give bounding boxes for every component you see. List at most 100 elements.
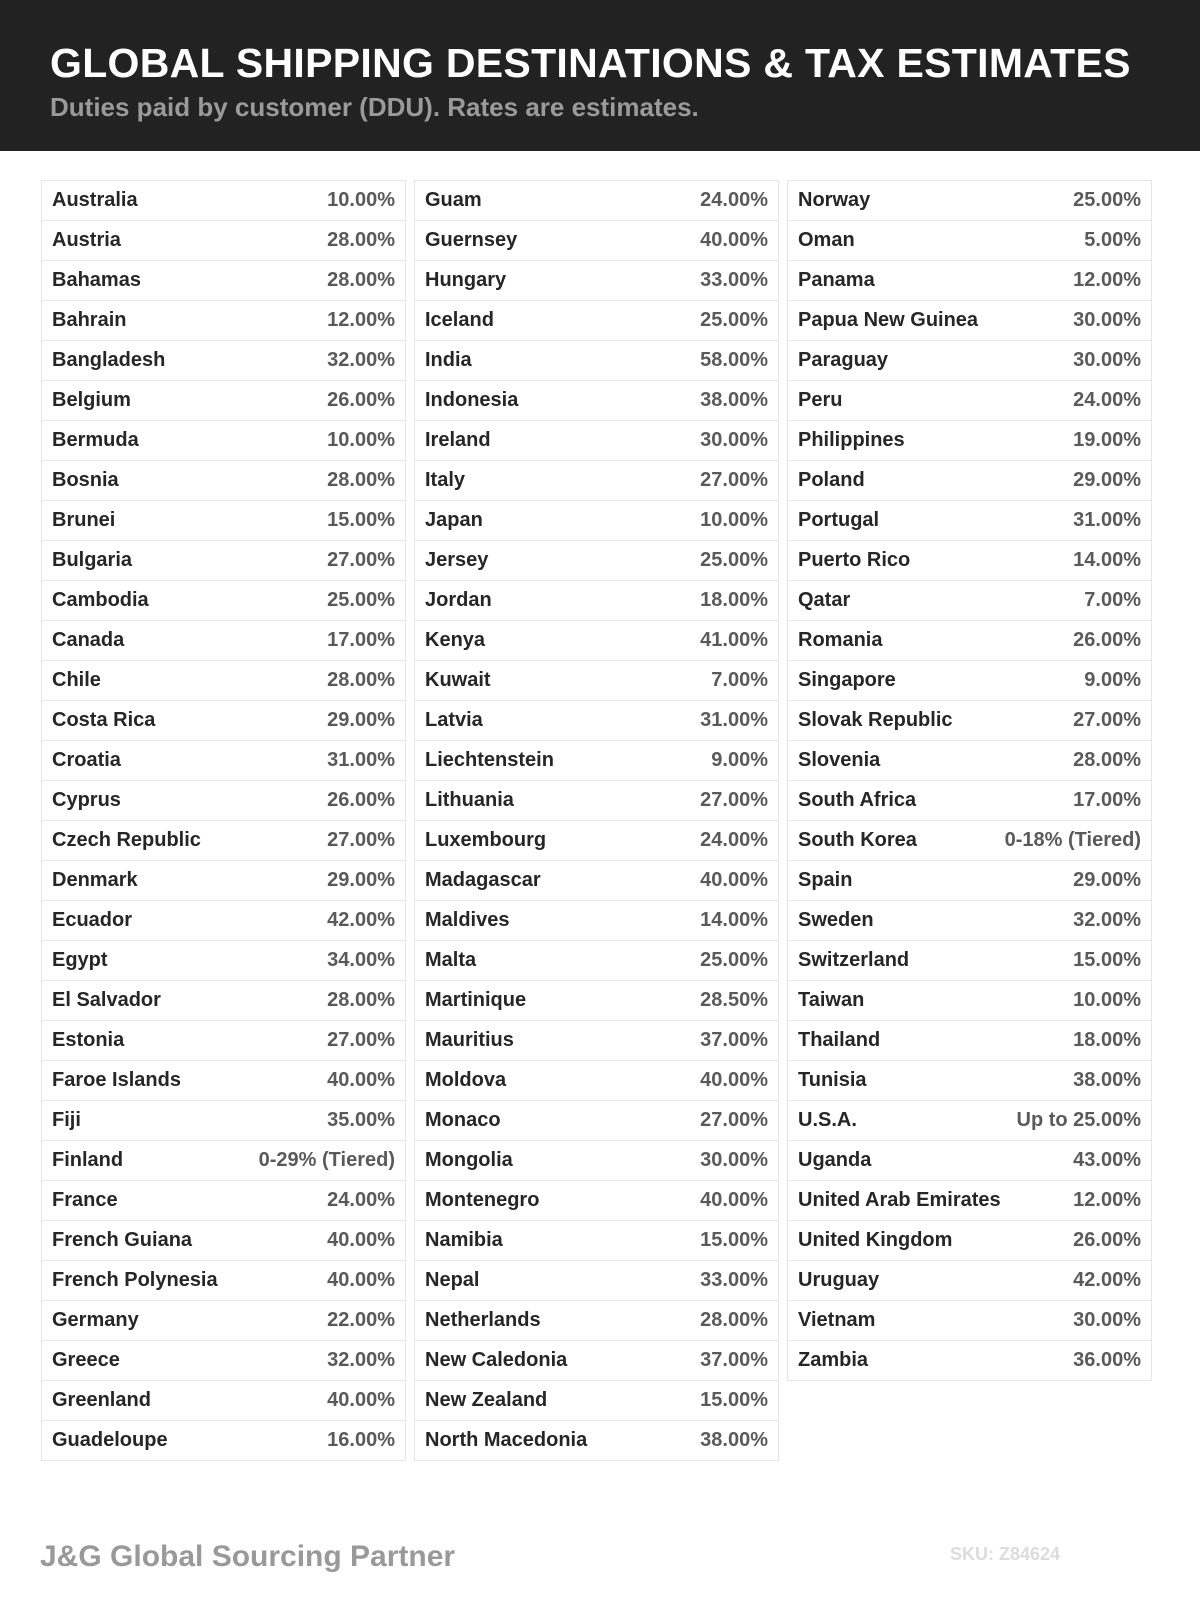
tax-rate: 43.00% xyxy=(1073,1149,1141,1171)
table-row: Mauritius 37.00% xyxy=(415,1021,778,1061)
country-name: Jersey xyxy=(425,549,489,571)
tax-rate: 40.00% xyxy=(700,1189,768,1211)
tax-rate: 5.00% xyxy=(1084,229,1141,251)
table-row: Uruguay 42.00% xyxy=(788,1261,1151,1301)
country-name: Denmark xyxy=(52,869,138,891)
table-row: Singapore 9.00% xyxy=(788,661,1151,701)
country-name: Guernsey xyxy=(425,229,518,251)
country-name: Iceland xyxy=(425,309,494,331)
table-row: Montenegro 40.00% xyxy=(415,1181,778,1221)
country-name: Spain xyxy=(798,869,853,891)
country-name: Hungary xyxy=(425,269,507,291)
tax-rate: 19.00% xyxy=(1073,429,1141,451)
country-name: Kuwait xyxy=(425,669,491,691)
table-row: Bahrain 12.00% xyxy=(42,301,405,341)
tax-rate: 15.00% xyxy=(700,1389,768,1411)
table-row: Puerto Rico 14.00% xyxy=(788,541,1151,581)
tax-rate: 37.00% xyxy=(700,1349,768,1371)
table-row: Oman 5.00% xyxy=(788,221,1151,261)
table-row: Netherlands 28.00% xyxy=(415,1301,778,1341)
country-name: Czech Republic xyxy=(52,829,201,851)
table-row: Qatar 7.00% xyxy=(788,581,1151,621)
tax-rate: 30.00% xyxy=(700,1149,768,1171)
table-row: Austria 28.00% xyxy=(42,221,405,261)
tax-rate: 26.00% xyxy=(1073,1229,1141,1251)
country-name: El Salvador xyxy=(52,989,161,1011)
tax-rate: 0-29% (Tiered) xyxy=(258,1149,395,1171)
table-row: Finland 0-29% (Tiered) xyxy=(42,1141,405,1181)
tax-rate: 40.00% xyxy=(327,1229,395,1251)
tax-rate: 10.00% xyxy=(327,429,395,451)
country-name: Tunisia xyxy=(798,1069,867,1091)
country-name: Uganda xyxy=(798,1149,872,1171)
tax-rate: 31.00% xyxy=(1073,509,1141,531)
country-name: Japan xyxy=(425,509,483,531)
table-row: Iceland 25.00% xyxy=(415,301,778,341)
country-name: Moldova xyxy=(425,1069,507,1091)
tax-rate: 40.00% xyxy=(327,1389,395,1411)
country-name: Montenegro xyxy=(425,1189,540,1211)
table-row: Faroe Islands 40.00% xyxy=(42,1061,405,1101)
table-row: France 24.00% xyxy=(42,1181,405,1221)
tax-rate: 24.00% xyxy=(1073,389,1141,411)
table-row: Sweden 32.00% xyxy=(788,901,1151,941)
table-row: Brunei 15.00% xyxy=(42,501,405,541)
tax-rate: 26.00% xyxy=(327,389,395,411)
country-name: Greece xyxy=(52,1349,120,1371)
tax-rate: 27.00% xyxy=(700,1109,768,1131)
tax-rate: 31.00% xyxy=(327,749,395,771)
tax-rate: 28.00% xyxy=(327,269,395,291)
tax-rate: 41.00% xyxy=(700,629,768,651)
country-name: Jordan xyxy=(425,589,492,611)
tax-rate: 33.00% xyxy=(700,1269,768,1291)
table-row: Norway 25.00% xyxy=(788,181,1151,221)
country-name: Uruguay xyxy=(798,1269,880,1291)
rates-column-3: Norway 25.00% Oman 5.00% Panama 12.00% Papua N… xyxy=(787,180,1152,1381)
country-name: Madagascar xyxy=(425,869,541,891)
table-row: Czech Republic 27.00% xyxy=(42,821,405,861)
tax-rate: 30.00% xyxy=(1073,1309,1141,1331)
tax-rate: 42.00% xyxy=(327,909,395,931)
country-name: U.S.A. xyxy=(798,1109,857,1131)
country-name: Namibia xyxy=(425,1229,503,1251)
table-row: India 58.00% xyxy=(415,341,778,381)
country-name: Faroe Islands xyxy=(52,1069,181,1091)
tax-rate: 25.00% xyxy=(700,949,768,971)
table-row: Jersey 25.00% xyxy=(415,541,778,581)
tax-rate: 10.00% xyxy=(327,189,395,211)
tax-rate: 16.00% xyxy=(327,1429,395,1451)
country-name: Monaco xyxy=(425,1109,501,1131)
table-row: Ireland 30.00% xyxy=(415,421,778,461)
table-row: Portugal 31.00% xyxy=(788,501,1151,541)
tax-rate: 38.00% xyxy=(700,389,768,411)
table-row: Taiwan 10.00% xyxy=(788,981,1151,1021)
tax-rate: 28.00% xyxy=(1073,749,1141,771)
tax-rate: 15.00% xyxy=(700,1229,768,1251)
page-subtitle: Duties paid by customer (DDU). Rates are… xyxy=(50,92,699,122)
tax-rate: 7.00% xyxy=(1084,589,1141,611)
country-name: United Kingdom xyxy=(798,1229,953,1251)
country-name: Poland xyxy=(798,469,865,491)
tax-rate: 33.00% xyxy=(700,269,768,291)
tax-rate: 15.00% xyxy=(327,509,395,531)
country-name: French Polynesia xyxy=(52,1269,218,1291)
country-name: Croatia xyxy=(52,749,121,771)
country-name: Zambia xyxy=(798,1349,869,1371)
table-row: Zambia 36.00% xyxy=(788,1341,1151,1381)
table-row: French Guiana 40.00% xyxy=(42,1221,405,1261)
tax-rate: 28.00% xyxy=(327,669,395,691)
table-row: Costa Rica 29.00% xyxy=(42,701,405,741)
table-row: Greenland 40.00% xyxy=(42,1381,405,1421)
country-name: Papua New Guinea xyxy=(798,309,979,331)
table-row: Jordan 18.00% xyxy=(415,581,778,621)
table-row: Ecuador 42.00% xyxy=(42,901,405,941)
table-row: Denmark 29.00% xyxy=(42,861,405,901)
tax-rate: 12.00% xyxy=(1073,1189,1141,1211)
country-name: Bosnia xyxy=(52,469,119,491)
table-row: Bahamas 28.00% xyxy=(42,261,405,301)
tax-rate: 30.00% xyxy=(1073,309,1141,331)
tax-rate: 36.00% xyxy=(1073,1349,1141,1371)
table-row: Chile 28.00% xyxy=(42,661,405,701)
table-row: Paraguay 30.00% xyxy=(788,341,1151,381)
country-name: Brunei xyxy=(52,509,116,531)
